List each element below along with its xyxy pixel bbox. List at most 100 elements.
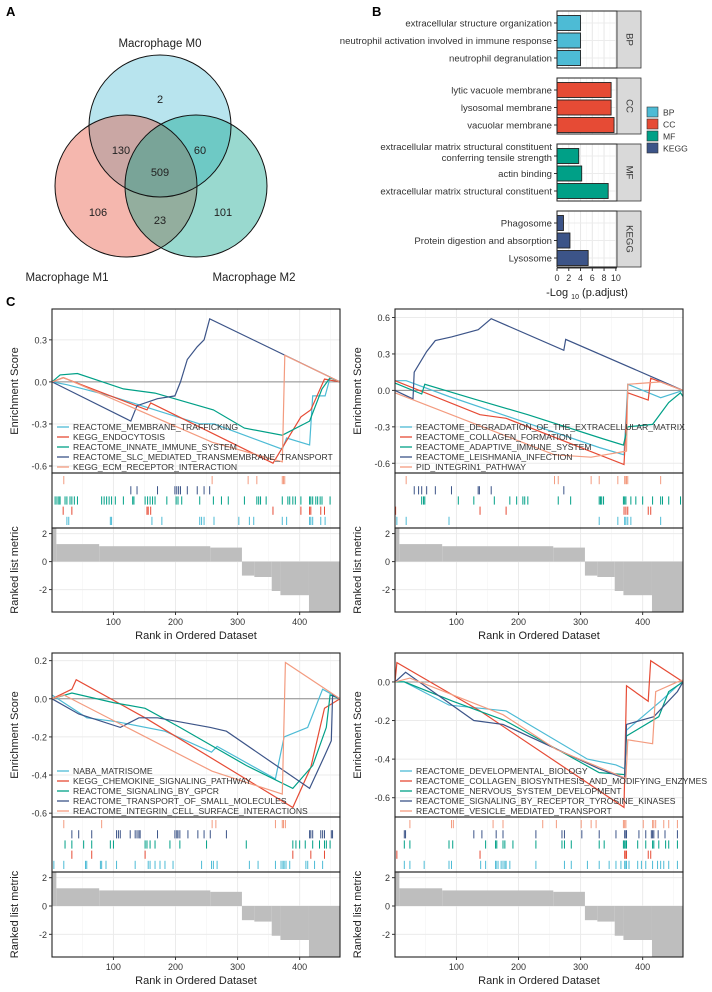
y-tick-label: -2 [382,930,390,940]
legend-label: REACTOME_DEGRADATION_OF_THE_EXTRACELLULA… [416,422,685,432]
term-label: Protein digestion and absorption [414,236,552,247]
y-tick-label: -2 [39,930,47,940]
facet-strip [616,77,642,135]
legend-label: REACTOME_MEMBRANE_TRAFFICKING [73,422,238,432]
bar-cc [556,99,612,116]
legend-label: PID_INTEGRIN1_PATHWAY [416,462,526,472]
gsea-plot: REACTOME_DEVELOPMENTAL_BIOLOGYREACTOME_C… [352,652,707,987]
legend-label: CC [663,120,675,130]
bar-mf [556,165,583,182]
y-tick-label: 0.2 [34,656,47,666]
y-tick-label: 0 [385,902,390,912]
y-tick-label: -0.6 [374,459,390,469]
legend-label: REACTOME_ADAPTIVE_IMMUNE_SYSTEM [416,442,592,452]
y-tick-label: -0.6 [374,793,390,803]
facet-strip [616,10,642,69]
venn-region-count: 130 [112,145,130,157]
term-label: extracellular matrix structural constitu… [380,142,552,153]
legend-key-kegg [646,142,659,154]
term-label: vacuolar membrane [467,121,552,132]
ranked-metric-bar [241,906,255,921]
y-tick-label: 0.3 [377,349,390,359]
subpanel-bg [52,309,340,473]
es-curve [394,671,684,780]
y-axis-title-metric: Ranked list metric [352,870,364,958]
venn-set-label: Macrophage M1 [25,272,108,284]
x-tick-label: 0 [554,273,559,283]
term-label: Phagosome [501,219,552,230]
subpanel-bg [395,309,683,473]
ranked-metric-bar [99,890,211,906]
x-tick-label: 300 [230,962,245,972]
venn-diagram: Macrophage M0 Macrophage M1 Macrophage M2 2… [25,38,295,284]
ranked-metric-bar [271,561,281,591]
y-tick-label: 0 [385,557,390,567]
y-tick-label: 2 [42,529,47,539]
x-tick-label: 100 [106,962,121,972]
subpanel-bg [395,817,683,872]
x-tick-label: 100 [449,617,464,627]
legend-label: REACTOME_SIGNALING_BY_GPCR [73,786,219,796]
y-tick-label: -0.3 [31,419,47,429]
ranked-metric-bar [651,561,683,612]
term-label: lysosomal membrane [461,103,552,114]
bar-kegg [556,215,564,231]
legend-label: REACTOME_SIGNALING_BY_RECEPTOR_TYROSINE_… [416,796,676,806]
legend-label: KEGG_ENDOCYTOSIS [73,432,165,442]
legend-key-mf [646,130,659,142]
x-axis-title: -Log 10 (p.adjust) [546,287,628,301]
legend-label: MF [663,132,675,142]
y-tick-label: 0 [42,902,47,912]
ranked-metric-bar [623,561,652,596]
x-tick-label: 200 [168,962,183,972]
y-tick-label: -2 [382,585,390,595]
x-tick-label: 200 [511,962,526,972]
subpanel-bg [395,653,683,817]
legend-label: KEGG_ECM_RECEPTOR_INTERACTION [73,462,237,472]
legend-label: REACTOME_SLC_MEDIATED_TRANSMEMBRANE_TRAN… [73,452,334,462]
ranked-metric-bar [56,544,100,562]
gsea-plot: NABA_MATRISOMEKEGG_CHEMOKINE_SIGNALING_P… [9,652,341,987]
es-curve [51,372,341,436]
bar-mf [556,148,580,164]
enrichment-bar-chart: extracellular structure organization neut… [340,10,688,301]
term-label: neutrophil activation involved in immune… [340,36,552,47]
x-tick-label: 400 [635,962,650,972]
x-axis-title-part: (p.adjust) [579,287,628,299]
venn-region-count: 2 [157,94,163,106]
subpanel-border [51,871,341,958]
ranked-metric-bar [614,906,624,936]
y-tick-label: 0.3 [34,335,47,345]
y-axis-title-es: Enrichment Score [9,347,21,434]
legend-label: REACTOME_LEISHMANIA_INFECTION [416,452,572,462]
x-tick-label: 400 [635,617,650,627]
y-tick-label: 0.6 [377,313,390,323]
facet-strip-label: CC [624,99,635,113]
y-tick-label: -0.4 [374,755,390,765]
gsea-plots: REACTOME_MEMBRANE_TRAFFICKINGKEGG_ENDOCY… [9,308,707,987]
venn-circle-outline [88,54,232,198]
ranked-metric-bar [442,546,554,562]
venn-region-count: 106 [89,207,107,219]
ranked-metric-bar [241,561,255,576]
y-tick-label: -2 [39,585,47,595]
y-axis-title-es: Enrichment Score [9,691,21,778]
ranked-metric-bar [395,528,400,562]
legend-key-cc [646,118,659,130]
legend-label: REACTOME_DEVELOPMENTAL_BIOLOGY [416,766,588,776]
y-axis-title-metric: Ranked list metric [352,526,364,614]
venn-set-label: Macrophage M0 [118,38,201,50]
facet-strip-label: KEGG [624,225,635,253]
es-curve [394,381,684,458]
subpanel-bg [52,817,340,872]
venn-circle-fill [125,115,267,257]
term-label: lytic vacuole membrane [451,86,552,97]
venn-region-count: 23 [154,215,166,227]
x-axis-title: Rank in Ordered Dataset [135,630,257,642]
bar-kegg [556,232,571,249]
y-tick-label: 0 [42,557,47,567]
y-tick-label: 2 [385,873,390,883]
venn-set-label: Macrophage M2 [212,272,295,284]
y-tick-label: -0.3 [374,422,390,432]
